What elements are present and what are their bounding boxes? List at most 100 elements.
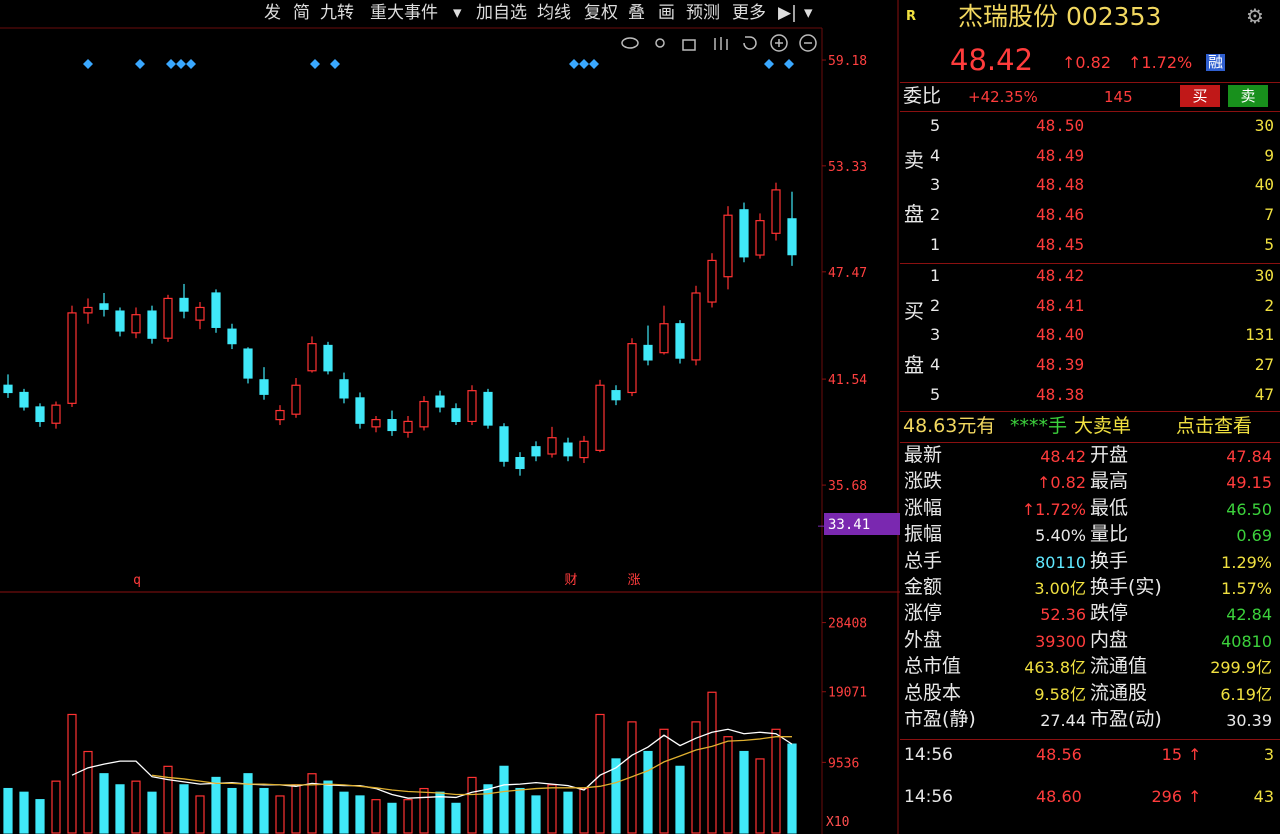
toolbar-item[interactable]: 更多 (732, 3, 766, 23)
candle-body (515, 456, 525, 470)
toolbar-item[interactable]: 九转 (320, 3, 354, 23)
candle-body (355, 397, 365, 424)
tick-count: 3 (1263, 745, 1274, 764)
candle-body (387, 419, 397, 432)
y-tick-label: 53.33 (828, 160, 867, 175)
stat-value: 42.84 (1226, 605, 1272, 625)
toolbar-item[interactable]: 简 (293, 3, 310, 23)
stat-value: 299.9亿 (1210, 658, 1272, 678)
stat-label: 涨跌 (904, 470, 943, 493)
candle-body (243, 348, 253, 379)
candle-body (755, 220, 765, 256)
candle-body (659, 323, 669, 354)
y-tick-label: 41.54 (828, 373, 867, 388)
candle-body (131, 314, 141, 334)
stat-value: 0.69 (1236, 526, 1272, 546)
toolbar-item[interactable]: 均线 (537, 3, 571, 23)
toolbar-item[interactable]: 复权 (584, 3, 618, 23)
alert-link[interactable]: 点击查看 (1176, 415, 1253, 437)
stat-value: 80110 (1035, 552, 1086, 572)
toolbar-item[interactable]: ▾ (804, 3, 813, 23)
stat-value: 463.8亿 (1024, 658, 1086, 678)
stat-label: 换手 (1090, 549, 1129, 572)
chart-tools[interactable] (621, 34, 817, 52)
volume-bar (579, 787, 589, 834)
book-volume: 40 (1254, 175, 1274, 195)
candle-body (451, 408, 461, 423)
stat-value: 39300 (1035, 631, 1086, 651)
stat-label: 流通值 (1090, 655, 1148, 678)
toolbar-item[interactable]: 画 (658, 3, 675, 23)
volume-bar (723, 736, 733, 834)
volume-bar (451, 802, 461, 834)
volume-bar (435, 791, 445, 834)
candle-body (563, 442, 573, 457)
toolbar-item[interactable]: 发 (264, 3, 281, 23)
event-marker: 涨 (627, 573, 640, 588)
book-level: 5 (930, 384, 941, 404)
book-price: 48.38 (1036, 384, 1085, 404)
toolbar-item[interactable]: 预测 (686, 3, 720, 23)
volume-bar (659, 728, 669, 834)
toolbar-item[interactable]: 叠 (628, 3, 645, 23)
book-price: 48.49 (1036, 145, 1085, 165)
stat-value: 52.36 (1040, 605, 1086, 625)
tick-arrow: ↑ (1188, 745, 1202, 764)
candle-body (51, 404, 61, 424)
volume-bar (179, 784, 189, 834)
volume-bar (371, 799, 381, 834)
sell-button[interactable]: 卖 (1228, 85, 1268, 107)
book-volume: 2 (1264, 295, 1274, 315)
buy-button[interactable]: 买 (1180, 85, 1220, 107)
candle-body (3, 384, 13, 394)
volume-bar (467, 776, 477, 834)
candle-body (163, 297, 173, 339)
candle-body (211, 292, 221, 328)
stat-label: 最低 (1090, 496, 1129, 519)
weicha: 145 (1104, 88, 1133, 106)
stat-label: 振幅 (904, 523, 943, 546)
volume-bar (675, 765, 685, 834)
volume-bar (563, 791, 573, 834)
toolbar-item[interactable]: 加自选 (476, 3, 527, 23)
toolbar-item[interactable]: ▾ (453, 3, 462, 23)
volume-bar (355, 795, 365, 834)
book-price: 48.41 (1036, 295, 1085, 315)
stat-value: 48.42 (1040, 447, 1086, 466)
toolbar-item[interactable]: ▶| (778, 3, 797, 23)
y-tick-label: 59.18 (828, 54, 867, 69)
stat-label: 总市值 (904, 655, 962, 678)
volume-bar (691, 721, 701, 834)
candle-body (435, 395, 445, 408)
book-volume: 9 (1264, 145, 1274, 165)
candle-body (579, 440, 589, 459)
stat-value: 3.00亿 (1034, 579, 1086, 598)
candle-body (275, 409, 285, 421)
candle-body (499, 426, 509, 462)
volume-bar (195, 795, 205, 834)
candle-body (67, 312, 77, 404)
candle-body (371, 419, 381, 428)
book-price: 48.40 (1036, 325, 1085, 345)
stat-value: 40810 (1221, 631, 1272, 651)
candle-body (643, 344, 653, 361)
divider (900, 111, 1280, 112)
settings-icon[interactable]: ⚙ (1246, 4, 1264, 28)
volume-bar (115, 784, 125, 834)
candle-body (771, 189, 781, 234)
volume-bar (611, 758, 621, 834)
volume-bar (83, 750, 93, 834)
candle-body (115, 310, 125, 332)
volume-bar (627, 721, 637, 834)
stat-value: 1.57% (1221, 579, 1272, 598)
stat-value: 46.50 (1226, 499, 1272, 519)
candle-body (723, 214, 733, 278)
book-volume: 27 (1254, 355, 1274, 375)
stat-label: 流通股 (1090, 681, 1148, 704)
volume-bar (531, 795, 541, 834)
volume-unit: X10 (826, 815, 849, 830)
y-tick-label: 19071 (828, 686, 867, 701)
price-marker-box (824, 513, 900, 535)
toolbar-item[interactable]: 重大事件 (370, 3, 438, 23)
candle-body (595, 384, 605, 451)
